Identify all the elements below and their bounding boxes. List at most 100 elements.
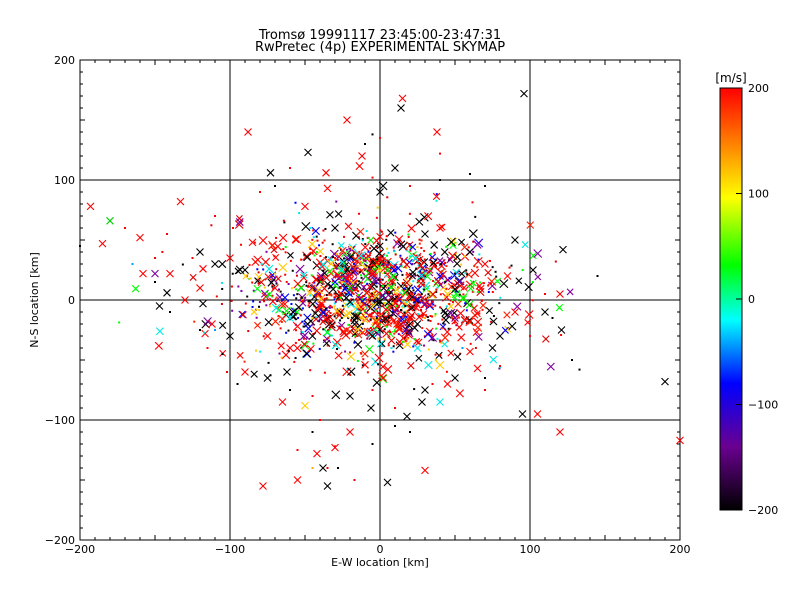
cluster-marker xyxy=(451,285,460,294)
cluster-dot xyxy=(346,368,349,371)
scatter-point-dot xyxy=(232,227,234,229)
scatter-point-x xyxy=(208,320,216,328)
cluster-dot xyxy=(330,334,333,337)
cluster-marker xyxy=(447,349,455,357)
cluster-dot xyxy=(395,326,398,329)
cluster-dot xyxy=(294,357,297,360)
cluster-marker xyxy=(131,284,140,293)
cluster-marker xyxy=(366,327,375,336)
cluster-dot xyxy=(302,337,305,340)
cluster-dot xyxy=(370,315,373,318)
cluster-dot xyxy=(275,236,278,239)
cluster-dot xyxy=(285,331,288,334)
scatter-point-x xyxy=(308,332,317,340)
cluster-dot xyxy=(423,258,426,261)
cluster-dot xyxy=(436,337,439,340)
cluster-marker xyxy=(355,161,364,171)
cluster-dot xyxy=(356,312,359,315)
cluster-dot xyxy=(336,252,339,255)
cluster-dot xyxy=(268,305,271,308)
cluster-marker xyxy=(314,285,323,295)
cluster-dot xyxy=(282,219,285,222)
cluster-dot xyxy=(421,326,424,329)
cluster-dot xyxy=(231,272,234,275)
cluster-marker xyxy=(455,323,463,331)
cluster-dot xyxy=(294,201,297,204)
cluster-dot xyxy=(230,285,233,288)
cluster-dot xyxy=(418,314,421,317)
scatter-point-x xyxy=(283,368,291,376)
cluster-marker xyxy=(352,312,362,322)
cluster-marker xyxy=(343,274,352,283)
cluster-dot xyxy=(392,246,395,249)
scatter-point-x xyxy=(473,364,482,373)
cluster-marker xyxy=(428,333,438,342)
cluster-dot xyxy=(246,295,249,298)
cluster-marker xyxy=(353,340,363,349)
scatter-point-x xyxy=(436,272,444,280)
cluster-marker xyxy=(396,320,406,329)
cluster-marker xyxy=(301,221,311,232)
scatter-point-x xyxy=(98,239,107,248)
scatter-point-x xyxy=(466,347,474,356)
scatter-point-dot xyxy=(199,329,201,331)
cluster-dot xyxy=(445,265,448,268)
cluster-marker xyxy=(355,251,363,260)
cluster-dot xyxy=(383,284,386,287)
scatter-point-x xyxy=(403,412,411,421)
cluster-dot xyxy=(406,337,409,340)
cluster-dot xyxy=(458,293,461,296)
cluster-dot xyxy=(265,304,268,307)
cluster-marker xyxy=(370,302,378,310)
cluster-dot xyxy=(369,326,372,329)
cluster-dot xyxy=(402,288,405,291)
cluster-marker xyxy=(333,307,341,315)
cluster-dot xyxy=(358,250,361,253)
cluster-dot xyxy=(521,269,524,272)
cluster-marker xyxy=(258,235,268,245)
cluster-dot xyxy=(351,252,354,255)
cluster-dot xyxy=(328,292,331,295)
scatter-point-x xyxy=(319,464,327,472)
cluster-dot xyxy=(438,339,441,342)
cluster-dot xyxy=(386,324,389,327)
cluster-dot xyxy=(364,264,367,267)
scatter-point-x xyxy=(353,302,362,310)
cluster-dot xyxy=(400,259,403,262)
cluster-dot xyxy=(277,314,280,317)
cluster-marker xyxy=(455,389,465,398)
cluster-marker xyxy=(342,367,352,377)
cluster-dot xyxy=(397,306,400,309)
cluster-dot xyxy=(343,262,346,265)
cluster-marker xyxy=(566,288,574,296)
scatter-point-dot xyxy=(169,311,171,313)
cluster-dot xyxy=(330,294,333,297)
cluster-marker xyxy=(277,342,285,350)
cluster-dot xyxy=(298,212,301,215)
cluster-dot xyxy=(531,281,534,284)
y-tick-label: −100 xyxy=(45,414,75,427)
cluster-dot xyxy=(364,268,367,271)
cluster-dot xyxy=(386,196,389,199)
cluster-marker xyxy=(485,306,493,315)
cluster-dot xyxy=(375,317,378,320)
scatter-point-x xyxy=(271,284,279,292)
cluster-marker xyxy=(242,272,250,280)
scatter-point-x xyxy=(436,224,444,232)
cluster-marker xyxy=(327,269,336,278)
cluster-dot xyxy=(492,314,495,317)
cluster-marker xyxy=(300,340,308,348)
scatter-point-x xyxy=(556,290,564,298)
cluster-dot xyxy=(331,243,334,246)
cluster-marker xyxy=(372,236,381,245)
cluster-dot xyxy=(398,319,401,322)
cluster-dot xyxy=(357,212,360,215)
scatter-point-dot xyxy=(274,185,276,187)
cluster-marker xyxy=(424,360,433,370)
scatter-point-x xyxy=(368,332,377,340)
cluster-dot xyxy=(369,278,372,281)
scatter-point-x xyxy=(293,476,302,484)
cluster-dot xyxy=(347,317,350,320)
cluster-marker xyxy=(473,240,482,249)
cluster-dot xyxy=(341,309,344,312)
